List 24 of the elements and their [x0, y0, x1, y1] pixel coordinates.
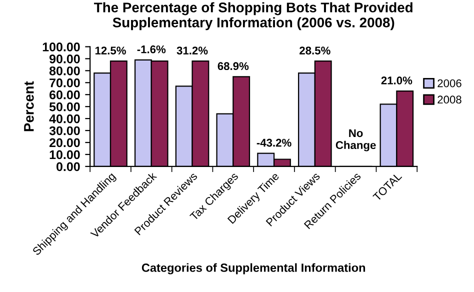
annotation: -1.6%: [137, 45, 166, 54]
y-tick-label: 0.00: [56, 162, 80, 172]
y-tick-label: 100.00: [42, 42, 80, 52]
annotation: 28.5%: [300, 46, 330, 54]
annotation: 21.0%: [381, 76, 412, 84]
chart-title: The Percentage of Shopping Bots That Provided Supplementary Information (2006 vs. 2008): [94, 2, 412, 30]
annotation: -43.2%: [256, 138, 292, 147]
y-tick-label: 80.00: [49, 66, 80, 76]
y-axis-title: Percent: [24, 81, 34, 132]
y-tick-label: 60.00: [50, 90, 80, 100]
annotation: No Change: [336, 129, 376, 152]
y-tick-label: 20.00: [49, 138, 80, 148]
annotation: 68.9%: [218, 62, 249, 70]
y-tick-label: 70.00: [50, 78, 80, 88]
annotation: 31.2%: [176, 46, 208, 55]
legend-label: 2006: [438, 79, 462, 88]
x-axis-title: Categories of Supplemental Information: [142, 263, 366, 274]
y-tick-label: 10.00: [50, 150, 80, 160]
y-tick-label: 90.00: [49, 54, 80, 64]
legend-label: 2008: [438, 96, 462, 104]
annotation: 12.5%: [95, 46, 126, 54]
y-tick-label: 50.00: [49, 102, 80, 112]
y-tick-label: 40.00: [49, 114, 80, 124]
y-tick-label: 30.00: [49, 126, 80, 136]
